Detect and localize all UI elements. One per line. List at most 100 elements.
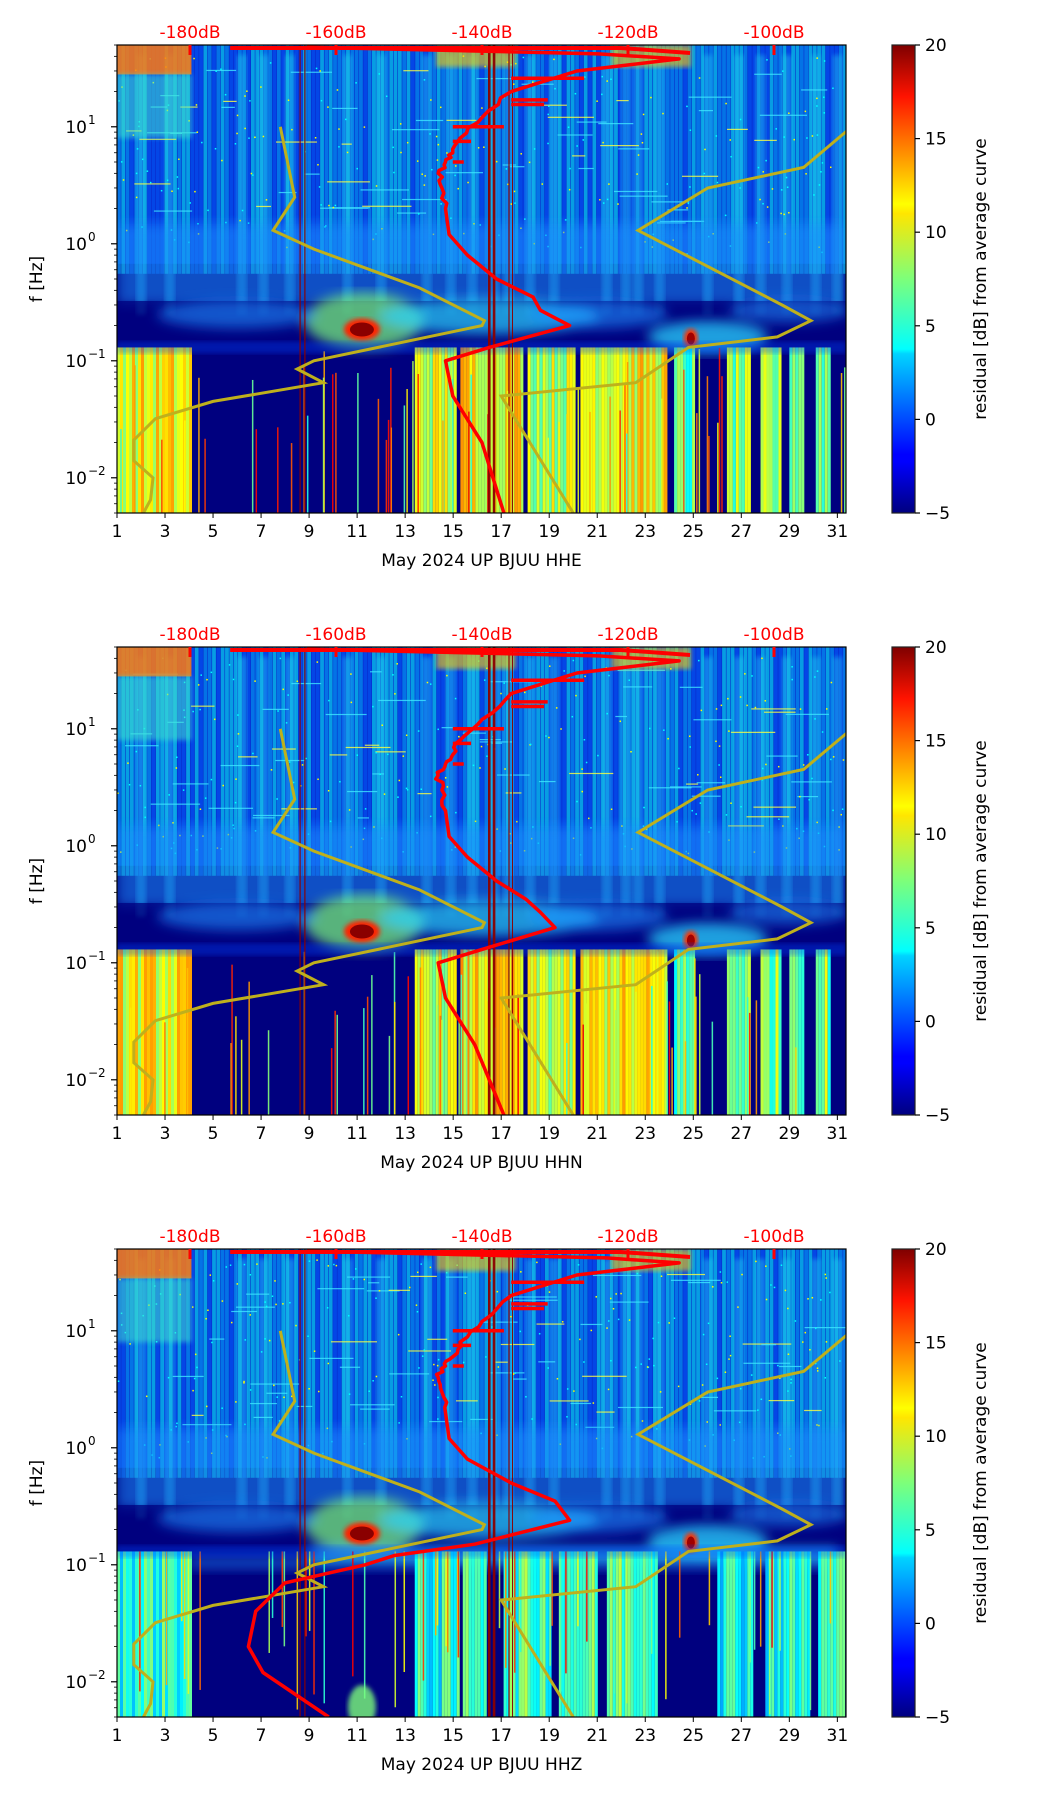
- x-tick-label: 5: [208, 1726, 219, 1746]
- x-tick-label: 1: [112, 1124, 123, 1144]
- db-tick-label: -160dB: [305, 1227, 366, 1247]
- y-tick-exponent: 1: [88, 113, 96, 127]
- y-tick-exponent: 0: [88, 832, 96, 846]
- x-tick-label: 13: [394, 1124, 416, 1144]
- x-tick-label: 9: [304, 1726, 315, 1746]
- x-tick-label: 17: [490, 522, 512, 542]
- x-tick-label: 29: [779, 1726, 801, 1746]
- x-tick-label: 21: [586, 1726, 608, 1746]
- x-tick-label: 19: [538, 1726, 560, 1746]
- x-tick-label: 27: [730, 1726, 752, 1746]
- y-tick-label: 10: [65, 1439, 87, 1459]
- y-axis-label: f [Hz]: [27, 1460, 47, 1506]
- spectrogram: [117, 1249, 846, 1717]
- y-tick-label: 10: [65, 1673, 87, 1693]
- x-tick-label: 11: [346, 522, 368, 542]
- yellow-curve-right: [498, 129, 846, 513]
- hotspot-day11-core: [349, 322, 374, 337]
- x-tick-label: 1: [112, 522, 123, 542]
- y-tick-exponent: 1: [88, 1317, 96, 1331]
- x-tick-label: 7: [256, 1124, 267, 1144]
- x-tick-label: 31: [827, 522, 849, 542]
- y-tick-exponent: −2: [88, 1066, 106, 1080]
- lf-streaks: [117, 1551, 846, 1717]
- hot-region: [117, 1249, 192, 1279]
- colorbar-tick-label: 10: [925, 825, 947, 845]
- y-tick-exponent: −2: [88, 464, 106, 478]
- colorbar-tick-label: 0: [925, 1614, 936, 1634]
- db-tick-label: -140dB: [451, 625, 512, 645]
- y-tick-label: 10: [65, 954, 87, 974]
- x-tick-label: 15: [442, 1726, 464, 1746]
- y-tick-label: 10: [65, 352, 87, 372]
- hotspot-day11-core: [349, 1526, 374, 1541]
- x-tick-label: 21: [586, 1124, 608, 1144]
- db-axis: -180dB -160dB -140dB -120dB -100dB: [159, 625, 805, 657]
- colorbar-label: residual [dB] from average curve: [971, 1342, 991, 1623]
- y-tick-label: 10: [65, 1556, 87, 1576]
- x-axis-label: May 2024 UP BJUU HHE: [381, 551, 582, 571]
- db-tick-label: -140dB: [451, 1227, 512, 1247]
- colorbar-tick-label: 10: [925, 1427, 947, 1447]
- x-tick-label: 7: [256, 522, 267, 542]
- x-tick-label: 19: [538, 1124, 560, 1144]
- y-tick-exponent: −1: [88, 347, 106, 361]
- red-curve: [306, 45, 681, 513]
- db-tick-label: -120dB: [597, 1227, 658, 1247]
- x-tick-label: 9: [304, 522, 315, 542]
- colorbar-tick-label: 5: [925, 1521, 936, 1541]
- colorbar-gradient: [891, 1248, 916, 1718]
- colorbar-tick-label: 15: [925, 130, 947, 150]
- colorbar-gradient: [891, 44, 916, 514]
- colorbar-tick-label: 0: [925, 410, 936, 430]
- y-tick-label: 10: [65, 469, 87, 489]
- x-tick-label: 25: [682, 1124, 704, 1144]
- hotspot-day11-core: [349, 924, 374, 939]
- x-tick-label: 3: [160, 1726, 171, 1746]
- x-axis-label: May 2024 UP BJUU HHZ: [381, 1755, 583, 1775]
- colorbar-tick-label: 20: [925, 1240, 947, 1260]
- x-tick-label: 25: [682, 1726, 704, 1746]
- x-tick-label: 13: [394, 1726, 416, 1746]
- db-tick-label: -180dB: [159, 625, 220, 645]
- red-curve: [306, 647, 681, 1115]
- db-tick-label: -100dB: [743, 23, 804, 43]
- x-tick-label: 15: [442, 522, 464, 542]
- x-tick-label: 17: [490, 1124, 512, 1144]
- x-tick-label: 7: [256, 1726, 267, 1746]
- x-tick-label: 23: [634, 522, 656, 542]
- spectrogram: [117, 647, 846, 1115]
- db-tick-label: -180dB: [159, 23, 220, 43]
- db-tick-label: -100dB: [743, 625, 804, 645]
- colorbar-tick-label: 20: [925, 36, 947, 56]
- y-tick-exponent: −1: [88, 949, 106, 963]
- colorbar: 20 15 10 5 0 −5 residual [dB] from average cur…: [891, 1240, 991, 1728]
- colorbar: 20 15 10 5 0 −5 residual [dB] from average cur…: [891, 36, 991, 524]
- y-tick-exponent: −1: [88, 1551, 106, 1565]
- colorbar-tick-label: −5: [925, 1708, 950, 1728]
- db-tick-label: -100dB: [743, 1227, 804, 1247]
- hot-region: [117, 647, 192, 677]
- x-tick-label: 31: [827, 1124, 849, 1144]
- y-tick-label: 10: [65, 118, 87, 138]
- x-tick-label: 5: [208, 1124, 219, 1144]
- y-tick-label: 10: [65, 1071, 87, 1091]
- yellow-curve-left: [132, 1330, 487, 1717]
- x-tick-label: 15: [442, 1124, 464, 1144]
- db-tick-label: -120dB: [597, 23, 658, 43]
- hf-streaks: [117, 45, 846, 315]
- red-curve: [246, 1249, 681, 1717]
- y-tick-exponent: 1: [88, 715, 96, 729]
- colorbar-tick-label: −5: [925, 504, 950, 524]
- colorbar-tick-label: 15: [925, 1334, 947, 1354]
- x-tick-label: 21: [586, 522, 608, 542]
- lf-streaks: [117, 949, 831, 1115]
- x-tick-label: 23: [634, 1726, 656, 1746]
- db-tick-label: -160dB: [305, 625, 366, 645]
- db-axis: -180dB -160dB -140dB -120dB -100dB: [159, 23, 805, 55]
